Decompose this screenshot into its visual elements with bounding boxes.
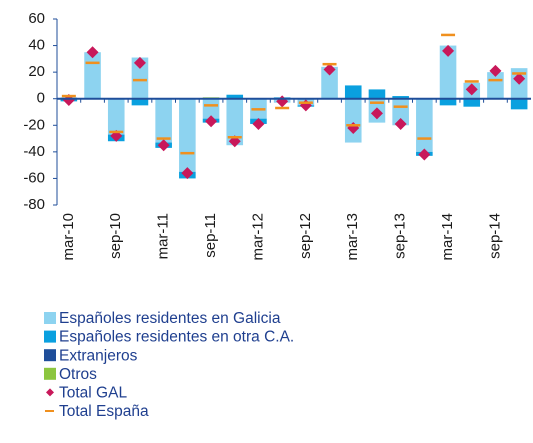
legend-swatch — [46, 388, 54, 397]
y-tick-label: 60 — [28, 10, 45, 27]
bar — [321, 66, 338, 99]
legend-label: Españoles residentes en otra C.A. — [59, 329, 294, 346]
total-marker — [465, 83, 478, 96]
legend-label: Extranjeros — [59, 347, 138, 364]
bar — [202, 98, 220, 119]
total-marker — [276, 95, 289, 108]
total-marker — [513, 72, 526, 85]
total-marker — [394, 117, 407, 130]
total-marker — [133, 56, 146, 69]
total-marker — [323, 63, 336, 76]
bar — [439, 98, 457, 106]
y-tick-label: -20 — [23, 116, 45, 133]
x-tick-label: mar-10 — [60, 213, 77, 261]
bar — [179, 98, 196, 172]
bar — [344, 98, 362, 143]
total-marker — [181, 167, 194, 180]
legend-label: Otros — [59, 366, 97, 383]
legend-swatch — [44, 312, 56, 324]
total-marker — [252, 117, 265, 130]
x-tick-label: sep-10 — [107, 213, 124, 259]
bar — [416, 98, 433, 152]
x-tick-label: mar-12 — [249, 213, 266, 261]
bar — [487, 72, 504, 99]
y-tick-label: 40 — [28, 37, 45, 54]
bar — [392, 96, 409, 99]
total-marker — [489, 64, 502, 77]
total-marker — [205, 115, 218, 128]
x-tick-label: sep-12 — [297, 213, 314, 259]
y-tick-label: 20 — [28, 63, 45, 80]
bar — [226, 94, 244, 99]
y-tick-label: -60 — [23, 169, 45, 186]
bar — [344, 85, 362, 99]
legend-swatch — [44, 367, 56, 380]
legend-label: Total GAL — [59, 384, 127, 401]
bar — [463, 98, 481, 107]
legend-swatch — [44, 349, 56, 362]
x-tick-label: mar-13 — [344, 213, 361, 261]
x-tick-label: mar-11 — [155, 213, 172, 259]
y-tick-label: 0 — [37, 90, 45, 107]
total-marker — [157, 139, 170, 152]
legend-label: Total España — [59, 403, 149, 420]
bar — [510, 98, 528, 110]
bar — [155, 98, 172, 143]
y-tick-label: -80 — [23, 196, 45, 213]
bar — [131, 98, 149, 106]
x-tick-label: sep-14 — [486, 213, 503, 259]
bar — [368, 89, 386, 99]
y-tick-label: -40 — [23, 143, 45, 160]
bar — [84, 52, 101, 99]
x-tick-label: sep-11 — [202, 213, 219, 258]
legend-label: Españoles residentes en Galicia — [59, 310, 281, 327]
bar — [392, 98, 409, 126]
total-marker — [418, 148, 431, 161]
x-tick-label: mar-14 — [439, 213, 456, 261]
total-marker — [370, 107, 383, 120]
legend-swatch — [44, 330, 56, 343]
bar — [226, 98, 244, 146]
total-marker — [442, 44, 455, 57]
x-tick-label: sep-13 — [392, 213, 409, 259]
bar — [131, 57, 149, 99]
bar — [439, 45, 457, 99]
total-marker — [86, 46, 99, 59]
bar — [107, 98, 125, 135]
